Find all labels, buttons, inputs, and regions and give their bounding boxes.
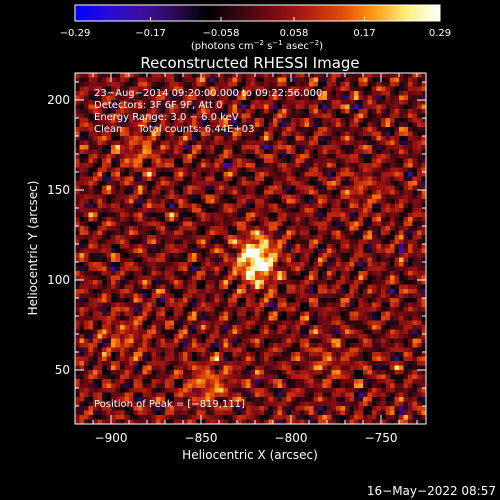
colorbar-tick-label: 0.058 [280, 28, 309, 39]
colorbar-tick-label: −0.17 [135, 28, 166, 39]
image-annotations: 23−Aug−2014 09:20:00.000 to 09:22:56.000… [94, 88, 322, 410]
footer-date: 16−May−2022 08:57 [367, 484, 496, 498]
y-tick-label: 150 [47, 183, 70, 197]
colorbar-tick-label: −0.29 [60, 28, 91, 39]
colorbar-units: (photons cm−2 s−1 asec−2) [191, 39, 323, 52]
x-axis-ticks: −900 −850 −800 −750 [92, 73, 418, 445]
y-tick-label: 50 [55, 363, 70, 377]
chart-title: Reconstructed RHESSI Image [140, 54, 359, 72]
colorbar-ticks: −0.29 −0.17 −0.058 0.058 0.17 0.29 [60, 17, 451, 39]
x-tick-label: −800 [275, 431, 308, 445]
x-tick-label: −850 [185, 431, 218, 445]
annotation-detectors: Detectors: 3F 6F 9F, Att 0 [94, 100, 222, 111]
y-axis-ticks: 50 100 150 200 [47, 81, 426, 407]
x-tick-label: −750 [365, 431, 398, 445]
x-tick-label: −900 [95, 431, 128, 445]
annotation-time-range: 23−Aug−2014 09:20:00.000 to 09:22:56.000 [94, 88, 322, 99]
annotation-total-counts: Clean Total counts: 6.44E+03 [94, 124, 254, 135]
colorbar: −0.29 −0.17 −0.058 0.058 0.17 0.29 (photons c… [60, 4, 451, 52]
y-tick-label: 100 [47, 273, 70, 287]
colorbar-tick-label: −0.058 [202, 28, 239, 39]
x-axis-label: Heliocentric X (arcsec) [182, 448, 318, 462]
annotation-energy-range: Energy Range: 3.0 − 6.0 keV [94, 112, 239, 123]
heatmap-image [75, 73, 426, 424]
colorbar-strip [74, 4, 441, 22]
y-tick-label: 200 [47, 93, 70, 107]
y-axis-label: Heliocentric Y (arcsec) [26, 181, 40, 316]
annotation-peak-position: Position of Peak = [−819,111] [94, 399, 245, 410]
plot-frame [74, 72, 427, 425]
colorbar-tick-label: 0.17 [353, 28, 375, 39]
colorbar-tick-label: 0.29 [429, 28, 451, 39]
